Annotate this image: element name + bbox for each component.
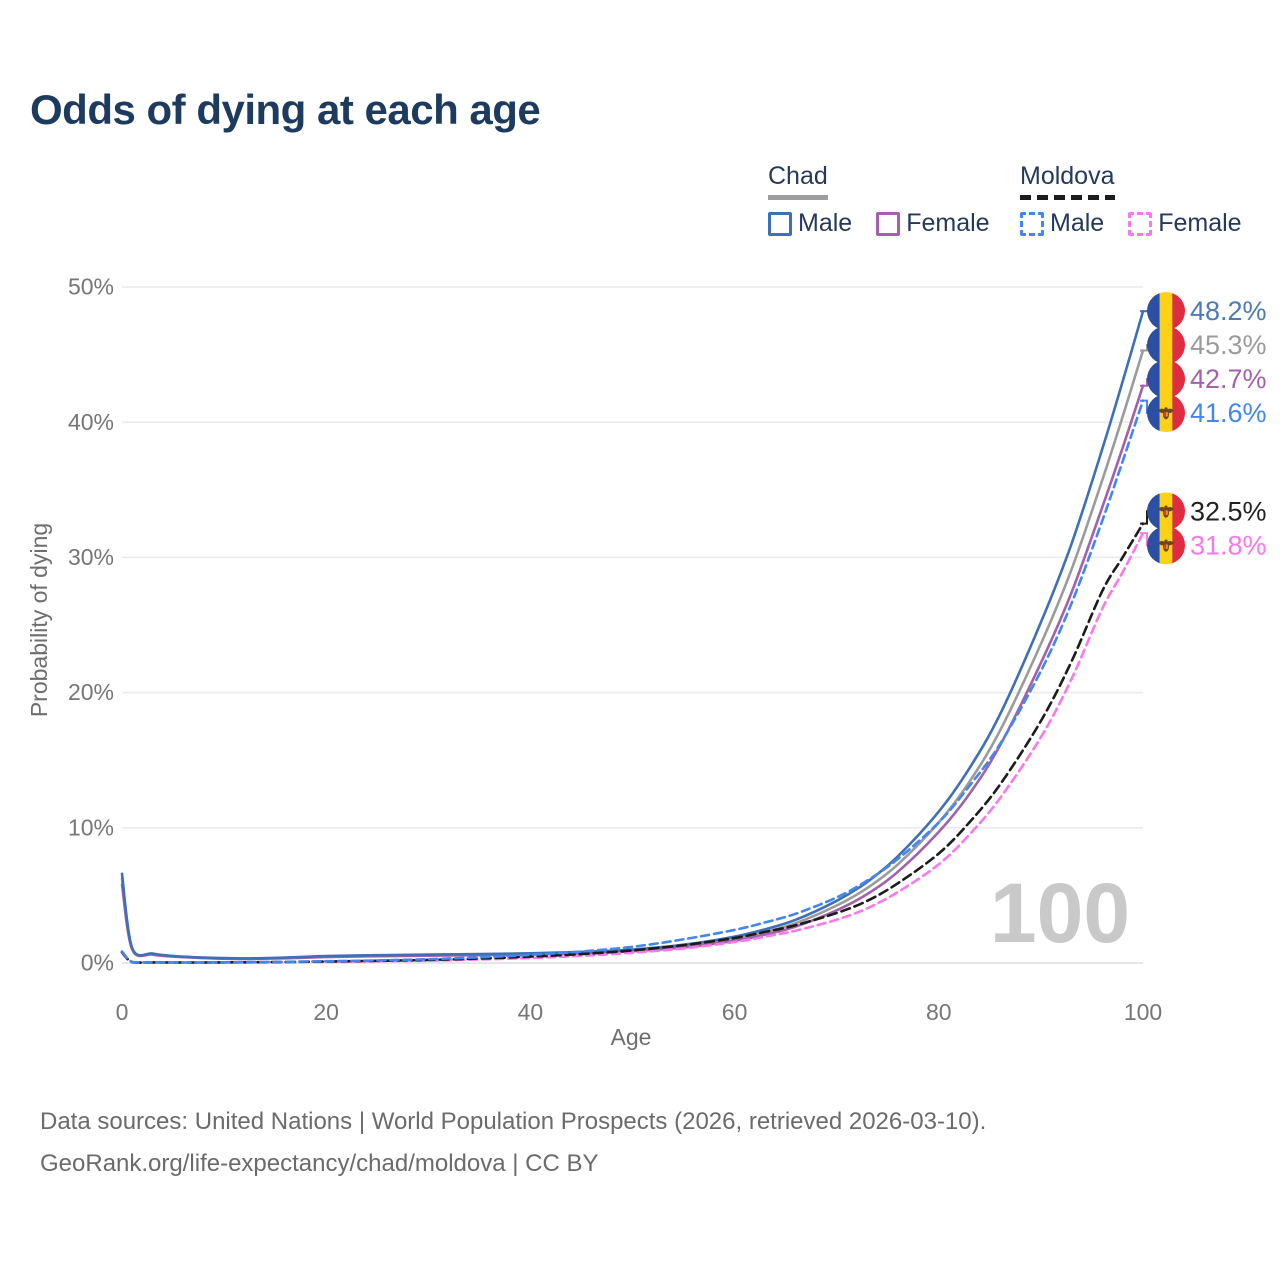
legend-swatch-moldova-female [1128, 211, 1153, 236]
y-tick-label-30: 30% [68, 544, 114, 570]
end-label-chad-male: 48.2% [1190, 296, 1267, 326]
end-label-moldova-male: 41.6% [1190, 398, 1267, 428]
legend-swatch-chad-male [768, 211, 792, 236]
gridlines: 0% 10% 20% 30% 40% 50% 0 20 40 60 80 100 [68, 274, 1162, 1025]
legend-item-moldova-male[interactable]: Male [1020, 209, 1104, 238]
chart-plot: 0%10%20%30%40%50%0 20 40 60 80 100 100 48.2%4… [26, 274, 1267, 1050]
legend-label-moldova-female: Female [1158, 209, 1242, 237]
x-axis-title: Age [611, 1024, 652, 1050]
series-line-chad-male [120, 310, 1145, 960]
flag-icon-moldova [1147, 394, 1185, 433]
legend-label-chad-female: Female [906, 209, 990, 237]
legend-group-moldova: Moldova Male Female [1020, 162, 1242, 238]
legend-items-chad: Male Female [768, 209, 990, 238]
legend-group-chad: Chad Male Female [768, 162, 990, 238]
series-line-moldova-male [120, 399, 1145, 964]
y-tick-label-20: 20% [68, 679, 114, 705]
legend-item-chad-female[interactable]: Female [876, 209, 990, 238]
flag-icon-chad [1147, 326, 1185, 365]
moldova-emblem [1158, 407, 1174, 420]
x-tick-label-20: 20 [313, 999, 339, 1025]
legend-underline-chad [768, 195, 828, 200]
series-end-labels: 48.2% 45.3% 42.7% 41.6% 32.5% 31.8% [1140, 292, 1267, 565]
flag-icon-chad [1147, 360, 1185, 399]
flag-icon-moldova [1147, 492, 1185, 531]
y-tick-label-0: 0% [81, 950, 114, 976]
y-tick-label-40: 40% [68, 409, 114, 435]
end-label-moldova-all: 32.5% [1190, 497, 1267, 527]
y-tick-label-50: 50% [68, 274, 114, 300]
legend-country-chad[interactable]: Chad [768, 162, 828, 200]
legend-item-chad-male[interactable]: Male [768, 209, 852, 238]
legend-country-moldova-label: Moldova [1020, 162, 1115, 190]
legend-label-moldova-male: Male [1050, 209, 1105, 237]
flag-icon-chad [1147, 292, 1185, 331]
moldova-emblem [1158, 539, 1174, 552]
flag-icon-moldova [1147, 526, 1185, 565]
footer-data-sources: Data sources: United Nations | World Pop… [40, 1108, 987, 1135]
legend-country-moldova[interactable]: Moldova [1020, 162, 1115, 200]
legend-country-chad-label: Chad [768, 162, 828, 190]
end-label-chad-all: 45.3% [1190, 330, 1267, 360]
end-label-moldova-female: 31.8% [1190, 531, 1267, 561]
chart-title: Odds of dying at each age [30, 86, 541, 133]
x-tick-label-60: 60 [722, 999, 748, 1025]
legend-underline-moldova [1020, 195, 1115, 200]
legend-item-moldova-female[interactable]: Female [1128, 209, 1242, 238]
legend-items-moldova: Male Female [1020, 209, 1242, 238]
end-label-chad-female: 42.7% [1190, 364, 1267, 394]
x-tick-label-80: 80 [926, 999, 952, 1025]
legend-swatch-chad-female [876, 211, 901, 236]
footer-attribution[interactable]: GeoRank.org/life-expectancy/chad/moldova… [40, 1150, 599, 1177]
watermark-age-100: 100 [990, 866, 1130, 960]
series-lines [120, 310, 1145, 964]
x-tick-label-0: 0 [116, 999, 129, 1025]
y-tick-label-10: 10% [68, 814, 114, 840]
moldova-emblem [1158, 505, 1174, 518]
legend-swatch-moldova-male [1020, 211, 1044, 236]
y-axis-title: Probability of dying [26, 523, 52, 717]
x-tick-label-40: 40 [518, 999, 544, 1025]
x-tick-label-100: 100 [1124, 999, 1162, 1025]
legend-label-chad-male: Male [798, 209, 853, 237]
